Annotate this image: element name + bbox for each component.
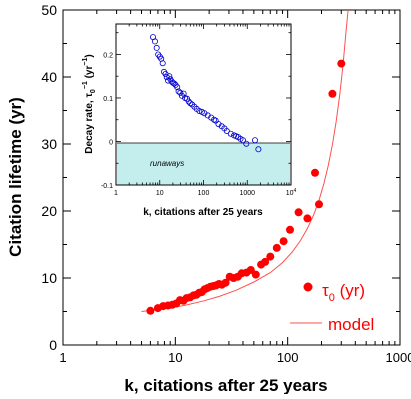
inset-x-tick-label: 10 — [156, 190, 164, 197]
legend-tau-suffix: (yr) — [335, 281, 365, 300]
main-x-tick-label: 1 — [59, 350, 66, 365]
inset-x-axis-label: k, citations after 25 years — [143, 207, 263, 218]
tau0-point — [303, 214, 312, 223]
runaways-region — [117, 143, 290, 185]
inset-x-tick-label: 1 — [114, 190, 118, 197]
main-x-axis-label: k, citations after 25 years — [124, 376, 327, 394]
inset-ylabel-prefix: Decay rate, τ — [84, 93, 95, 154]
decay-rate-point — [196, 108, 203, 115]
decay-rate-point — [171, 80, 178, 87]
decay-rate-point — [187, 100, 194, 107]
tau0-point — [286, 225, 294, 234]
main-x-tick-label: 10 — [168, 350, 182, 365]
inset-ylabel-sup2: −1 — [82, 58, 89, 66]
model-curve — [141, 9, 349, 312]
main-x-tick-label: 100 — [277, 350, 299, 365]
tau0-point — [337, 59, 346, 68]
legend-marker-tau0 — [303, 282, 313, 292]
inset-plot: runaways 1 10 100 1000 104 -0.1 0 0.1 0.2 Decay … — [82, 23, 297, 218]
decay-rate-point — [185, 98, 192, 105]
main-y-tick-label: 50 — [41, 2, 57, 18]
decay-rate-point — [255, 146, 262, 153]
main-y-axis-label: Citation lifetime (yr) — [6, 97, 25, 257]
main-data-series — [146, 59, 346, 315]
decay-rate-point — [153, 44, 160, 51]
inset-ylabel-sup: −1 — [82, 81, 89, 89]
decay-rate-point — [177, 89, 184, 96]
inset-ticks: 1 10 100 1000 104 -0.1 0 0.1 0.2 — [101, 24, 297, 197]
tau0-point — [311, 168, 319, 177]
decay-rate-point — [166, 73, 173, 80]
legend-label-model: model — [328, 315, 374, 334]
chart-legend: τ0 (yr) model — [290, 281, 374, 334]
main-y-tick-label: 20 — [41, 203, 57, 219]
tau0-point — [279, 237, 288, 246]
decay-rate-point — [227, 130, 234, 137]
legend-label-tau0: τ0 (yr) — [322, 281, 365, 304]
inset-x-tick-label: 104 — [286, 188, 297, 197]
tau0-point — [328, 89, 337, 98]
tau0-point — [146, 306, 155, 315]
inset-ylabel-sub: 0 — [90, 89, 97, 93]
decay-rate-point — [251, 137, 258, 144]
main-model-series — [141, 9, 349, 312]
tau0-point — [272, 243, 281, 252]
decay-rate-point — [223, 127, 230, 134]
tau0-point — [221, 278, 230, 287]
decay-rate-point — [174, 84, 181, 91]
tau0-point — [251, 270, 260, 279]
main-x-tick-label: 1000 — [386, 350, 411, 365]
inset-ylabel-end: ) — [84, 54, 95, 57]
decay-rate-point — [239, 137, 246, 144]
tau0-point — [266, 252, 275, 261]
main-y-tick-label: 40 — [41, 69, 57, 85]
legend-tau-subscript: 0 — [329, 292, 335, 304]
decay-rate-point — [151, 38, 158, 45]
main-y-tick-label: 0 — [49, 337, 57, 353]
inset-x-tick-label: 100 — [198, 190, 210, 197]
inset-ylabel-suffix: (yr — [84, 66, 95, 82]
inset-y-tick-label: 0.2 — [103, 52, 113, 59]
tau0-point — [294, 208, 303, 217]
tau0-point — [261, 257, 270, 266]
inset-y-tick-label: -0.1 — [101, 183, 113, 190]
inset-y-tick-label: 0 — [109, 139, 113, 146]
legend-tau-symbol: τ — [322, 281, 329, 300]
inset-x-tick-exponent: 4 — [294, 188, 297, 194]
main-y-tick-label: 10 — [41, 270, 57, 286]
decay-rate-point — [175, 88, 182, 95]
inset-data-series — [149, 34, 262, 153]
inset-x-tick-label: 1000 — [239, 190, 255, 197]
main-y-tick-label: 30 — [41, 136, 57, 152]
tau0-point — [315, 200, 323, 209]
inset-y-axis-label: Decay rate, τ0−1 (yr−1) — [82, 54, 97, 153]
decay-rate-point — [159, 60, 166, 67]
decay-rate-point — [243, 140, 250, 147]
runaways-label: runaways — [150, 159, 184, 168]
inset-y-tick-label: 0.1 — [103, 96, 113, 103]
